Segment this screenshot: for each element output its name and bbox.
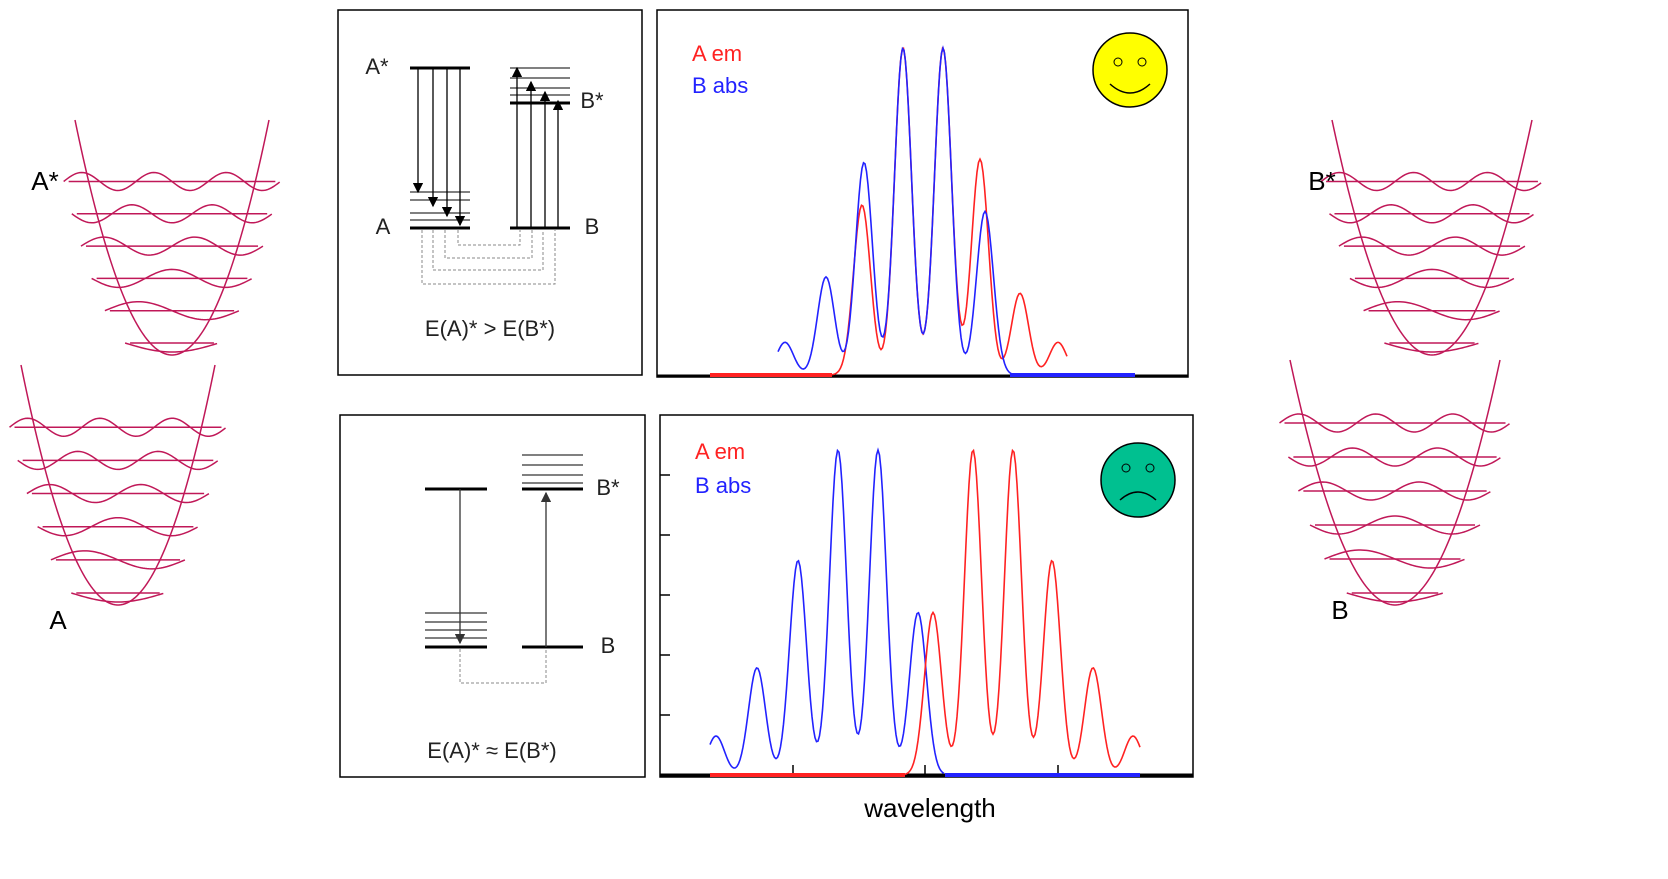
mouth: [1119, 491, 1157, 501]
spectrum: [899, 448, 1141, 776]
wavefunction: [71, 592, 164, 603]
level-label: A*: [365, 54, 389, 79]
mouth: [1109, 83, 1151, 94]
wavefunction: [124, 342, 218, 353]
wavefunction: [1346, 592, 1443, 603]
eye: [1121, 463, 1131, 473]
axis-label: wavelength: [863, 793, 996, 823]
potential-well: [74, 119, 270, 356]
wavefunction: [9, 417, 226, 437]
spectrum: [709, 447, 945, 775]
wavefunction: [71, 204, 273, 224]
eye: [1137, 57, 1147, 67]
wavefunction: [1338, 236, 1526, 256]
level-label: B*: [596, 475, 620, 500]
wavefunction: [17, 450, 219, 471]
wavefunction: [1320, 171, 1542, 192]
legend-entry: B abs: [695, 473, 751, 498]
level-label: A: [376, 214, 391, 239]
level-label: B: [601, 633, 616, 658]
well-label: B: [1331, 595, 1348, 625]
legend-entry: A em: [692, 41, 742, 66]
spectrum: [777, 45, 1013, 375]
well-label: B*: [1308, 166, 1335, 196]
wavefunction: [37, 516, 198, 537]
connector: [457, 230, 521, 246]
wavefunction: [104, 300, 240, 321]
wavefunction: [50, 550, 186, 570]
well-label: A: [49, 605, 67, 635]
wavefunction: [26, 483, 210, 504]
wavefunction: [1363, 300, 1500, 321]
panel: [659, 414, 1194, 778]
wavefunction: [80, 236, 264, 256]
wavefunction: [1329, 204, 1534, 224]
connector: [421, 230, 556, 285]
condition: E(A)* ≈ E(B*): [427, 738, 556, 763]
wavefunction: [63, 171, 281, 192]
connector: [444, 230, 533, 259]
well-label: A*: [31, 166, 58, 196]
wavefunction: [1298, 481, 1491, 501]
condition: E(A)* > E(B*): [425, 316, 555, 341]
panel: [339, 414, 646, 778]
eye: [1113, 57, 1123, 67]
wavefunction: [1287, 447, 1501, 467]
connector: [459, 649, 547, 684]
potential-well: [1289, 359, 1501, 606]
wavefunction: [1279, 413, 1510, 433]
wavefunction: [1324, 549, 1465, 569]
connector: [432, 230, 544, 271]
wavefunction: [1384, 342, 1479, 353]
wavefunction: [91, 268, 252, 289]
wavefunction: [1349, 268, 1515, 289]
wavefunction: [1309, 515, 1481, 535]
eye: [1145, 463, 1155, 473]
level-label: B: [585, 214, 600, 239]
potential-well: [1331, 119, 1533, 356]
panel: [337, 9, 643, 376]
legend-entry: A em: [695, 439, 745, 464]
potential-well: [20, 364, 216, 606]
layout: [9, 9, 1542, 778]
legend-entry: B abs: [692, 73, 748, 98]
level-label: B*: [580, 88, 604, 113]
frowney: [1100, 442, 1176, 518]
smiley: [1092, 32, 1168, 108]
